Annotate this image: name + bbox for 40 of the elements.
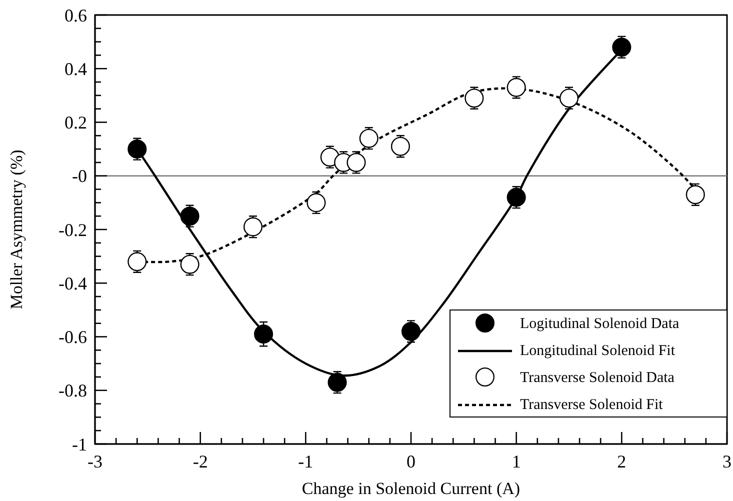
point bbox=[506, 188, 526, 207]
legend-label: Transverse Solenoid Fit bbox=[520, 397, 664, 413]
legend-label: Transverse Solenoid Data bbox=[520, 370, 675, 386]
y-tick-label: -1 bbox=[72, 434, 87, 454]
x-tick-label: -3 bbox=[88, 452, 102, 472]
legend-label: Logitudinal Solenoid Data bbox=[520, 316, 680, 332]
point bbox=[401, 322, 421, 341]
x-tick-label: 0 bbox=[406, 452, 416, 472]
y-tick-label: 0.4 bbox=[64, 58, 87, 79]
point bbox=[128, 252, 147, 272]
y-tick-label: -0.2 bbox=[58, 220, 87, 240]
point bbox=[559, 88, 579, 108]
y-tick-label: -0.6 bbox=[58, 327, 87, 348]
point bbox=[128, 140, 147, 159]
point bbox=[612, 38, 632, 57]
point bbox=[506, 78, 526, 97]
point bbox=[328, 372, 347, 392]
point bbox=[180, 206, 200, 226]
y-tick-label: -0.8 bbox=[58, 380, 87, 401]
point bbox=[464, 88, 484, 108]
point bbox=[346, 152, 366, 172]
x-tick-label: 3 bbox=[722, 452, 732, 472]
x-axis-title: Change in Solenoid Current (A) bbox=[302, 479, 520, 498]
x-tick-label: -1 bbox=[298, 452, 314, 472]
y-tick-label: 0.6 bbox=[64, 5, 87, 26]
y-tick-label: -0 bbox=[72, 166, 87, 186]
point bbox=[180, 254, 200, 274]
y-tick-label: -0.4 bbox=[58, 273, 87, 294]
point bbox=[390, 136, 410, 156]
x-tick-label: -2 bbox=[192, 452, 208, 472]
point bbox=[306, 193, 326, 212]
point bbox=[359, 128, 378, 148]
y-axis-title: Moller Asymmetry (%) bbox=[7, 150, 26, 310]
x-tick-label: 1 bbox=[512, 452, 521, 472]
y-tick-label: 0.2 bbox=[64, 112, 87, 133]
x-tick-label: 2 bbox=[617, 452, 626, 472]
point bbox=[254, 324, 274, 344]
point bbox=[243, 217, 263, 236]
point bbox=[686, 185, 705, 204]
legend-label: Longitudinal Solenoid Fit bbox=[520, 343, 676, 359]
